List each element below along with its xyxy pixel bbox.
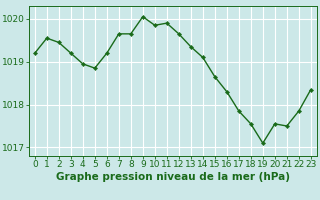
X-axis label: Graphe pression niveau de la mer (hPa): Graphe pression niveau de la mer (hPa): [56, 172, 290, 182]
